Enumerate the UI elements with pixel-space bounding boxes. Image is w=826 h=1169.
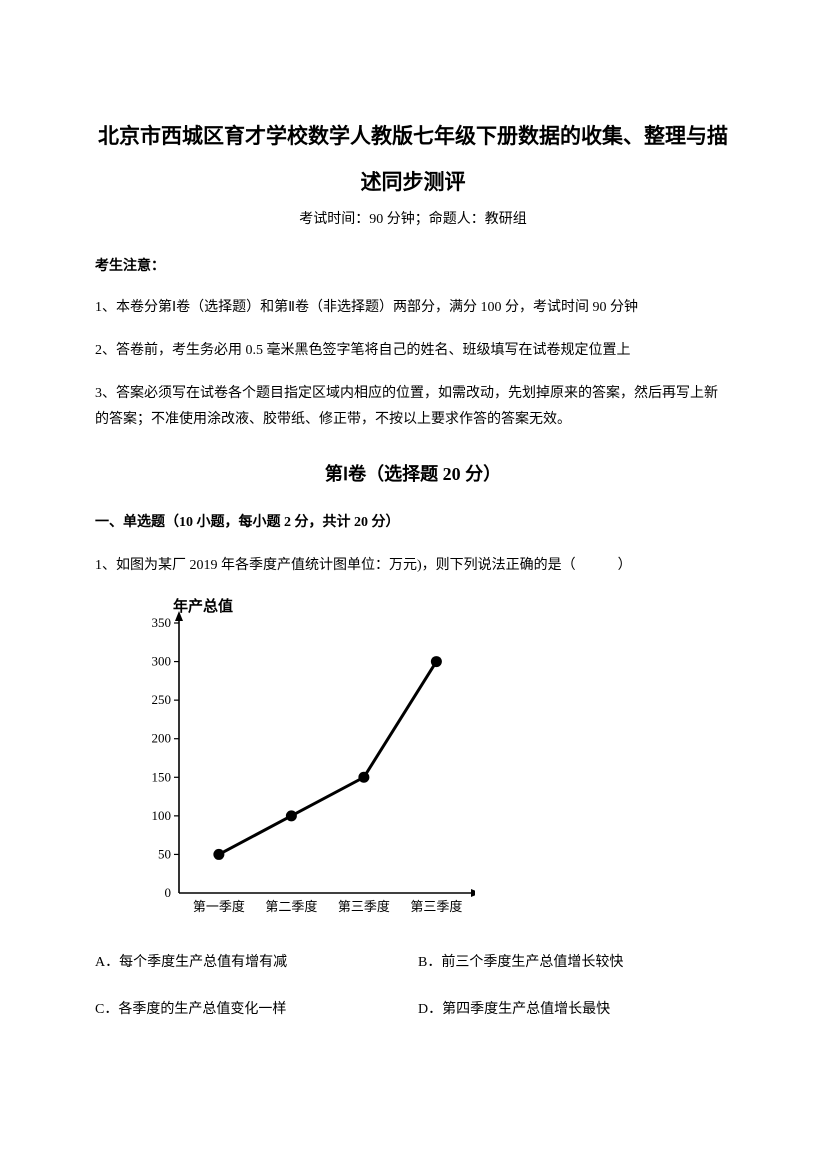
option-c: C．各季度的生产总值变化一样 bbox=[95, 997, 408, 1022]
svg-text:0: 0 bbox=[165, 885, 172, 900]
notice-1: 1、本卷分第Ⅰ卷（选择题）和第Ⅱ卷（非选择题）两部分，满分 100 分，考试时间… bbox=[95, 295, 731, 322]
option-a: A．每个季度生产总值有增有减 bbox=[95, 950, 408, 975]
svg-text:350: 350 bbox=[152, 615, 172, 630]
svg-text:100: 100 bbox=[152, 807, 172, 822]
svg-text:第三季度: 第三季度 bbox=[410, 899, 462, 914]
svg-text:50: 50 bbox=[158, 846, 171, 861]
notice-heading: 考生注意： bbox=[95, 254, 731, 279]
options-grid: A．每个季度生产总值有增有减 B．前三个季度生产总值增长较快 C．各季度的生产总… bbox=[95, 950, 731, 1022]
svg-text:第一季度: 第一季度 bbox=[193, 899, 245, 914]
doc-subtitle: 考试时间：90 分钟；命题人：教研组 bbox=[95, 207, 731, 232]
svg-text:第三季度: 第三季度 bbox=[338, 899, 390, 914]
svg-text:250: 250 bbox=[152, 692, 172, 707]
line-chart: 年产总值 0 50 100 150 200 250 300 350 第一季度 第二季度 第三季度 第三季… bbox=[135, 593, 475, 923]
svg-text:第二季度: 第二季度 bbox=[265, 899, 317, 914]
question-group-heading: 一、单选题（10 小题，每小题 2 分，共计 20 分） bbox=[95, 510, 731, 535]
doc-title-line2: 述同步测评 bbox=[95, 161, 731, 203]
svg-text:150: 150 bbox=[152, 769, 172, 784]
doc-title-line1: 北京市西城区育才学校数学人教版七年级下册数据的收集、整理与描 bbox=[95, 115, 731, 157]
section-heading: 第Ⅰ卷（选择题 20 分） bbox=[95, 458, 731, 490]
notice-3: 3、答案必须写在试卷各个题目指定区域内相应的位置，如需改动，先划掉原来的答案，然… bbox=[95, 381, 731, 434]
svg-text:300: 300 bbox=[152, 653, 172, 668]
option-b: B．前三个季度生产总值增长较快 bbox=[418, 950, 731, 975]
notice-2: 2、答卷前，考生务必用 0.5 毫米黑色签字笔将自己的姓名、班级填写在试卷规定位… bbox=[95, 338, 731, 365]
chart-container: 年产总值 0 50 100 150 200 250 300 350 第一季度 第二季度 第三季度 第三季… bbox=[135, 593, 731, 932]
svg-text:200: 200 bbox=[152, 730, 172, 745]
question-1-text: 1、如图为某厂 2019 年各季度产值统计图单位：万元)，则下列说法正确的是（ … bbox=[95, 553, 731, 578]
svg-text:年产总值: 年产总值 bbox=[173, 597, 233, 615]
option-d: D．第四季度生产总值增长最快 bbox=[418, 997, 731, 1022]
